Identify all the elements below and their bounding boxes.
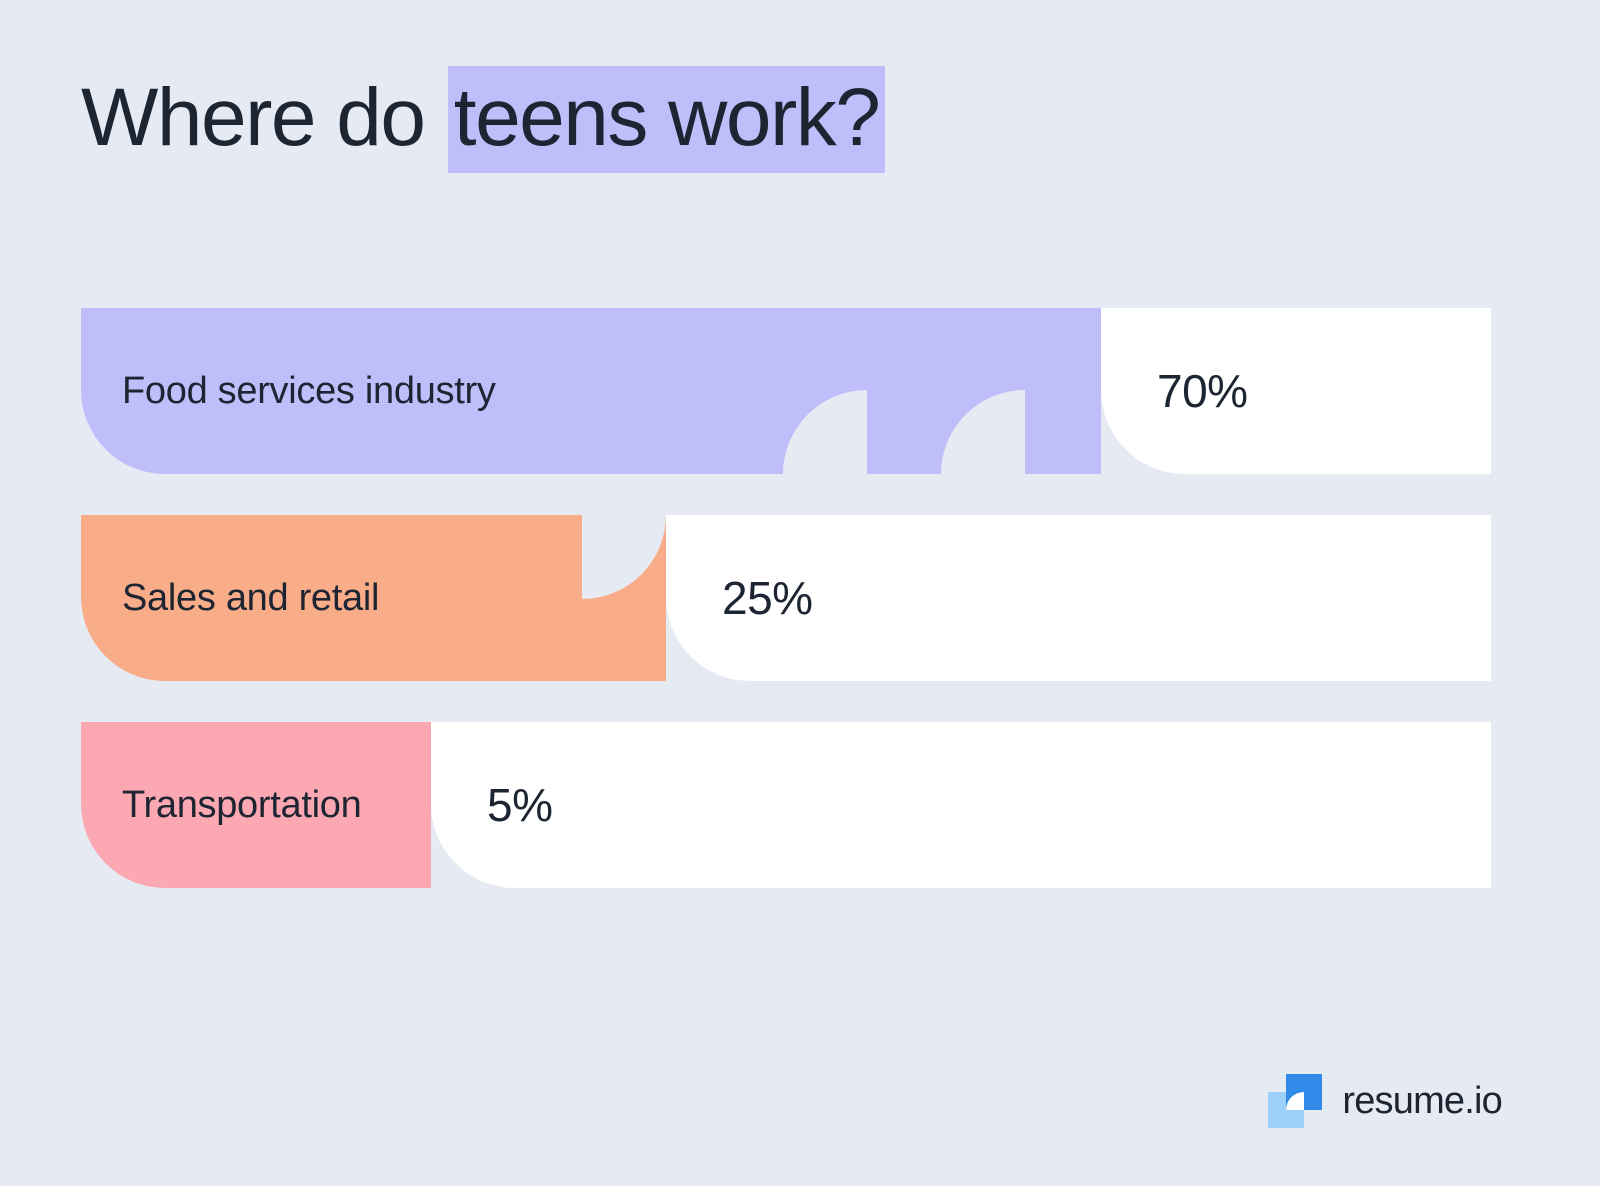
resume-io-logo[interactable]: resume.io [1268, 1074, 1503, 1128]
bar-value-label: 25% [722, 572, 813, 624]
bar-track: 70% [1101, 308, 1491, 474]
chart-row-sales-and-retail: 25% Sales and retail [81, 515, 1491, 681]
bar-category-label: Transportation [122, 783, 362, 826]
bar-value-label: 70% [1157, 365, 1248, 417]
bar-fill-sales-and-retail[interactable]: Sales and retail [81, 515, 666, 681]
resume-io-wordmark: resume.io [1342, 1079, 1502, 1122]
title-highlight-text: teens work? [447, 66, 886, 173]
title-plain-text: Where do [81, 72, 446, 163]
logo-cutout-icon [1286, 1092, 1305, 1110]
bar-category-label: Food services industry [122, 369, 496, 412]
chart-row-transportation: 5% Transportation [81, 722, 1491, 888]
resume-io-logo-mark-icon [1268, 1074, 1323, 1128]
chart-row-food-services-industry: 70% Food services industry [81, 308, 1491, 474]
title-text: Where do teens work? [81, 66, 1461, 173]
bar-track: 5% [431, 722, 1491, 888]
bar-track: 25% [666, 515, 1491, 681]
bar-fill-transportation[interactable]: Transportation [81, 722, 431, 888]
page-title: Where do teens work? [81, 66, 1461, 173]
bar-chart: 70% Food services industry 25% Sales and… [81, 308, 1491, 888]
bar-category-label: Sales and retail [122, 576, 380, 619]
bar-fill-food-services-industry[interactable]: Food services industry [81, 308, 1101, 474]
bar-value-label: 5% [487, 779, 553, 831]
